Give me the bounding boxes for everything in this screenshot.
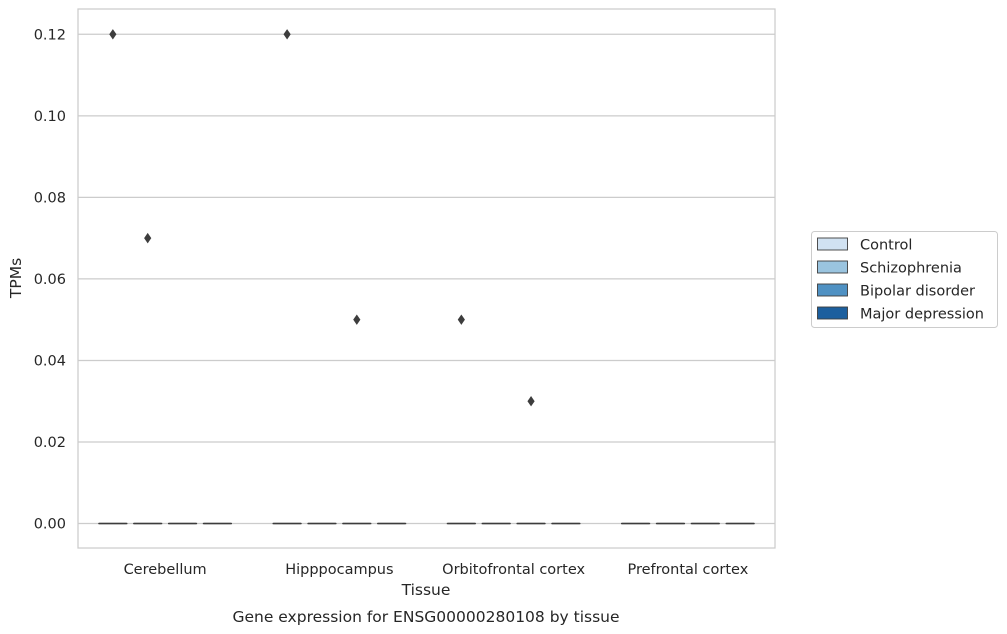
outlier-point	[527, 396, 535, 407]
y-axis-label: TPMs	[7, 258, 25, 299]
grid-layer	[78, 33, 775, 525]
legend-swatch	[817, 237, 848, 251]
y-tick-label: 0.00	[34, 517, 66, 533]
y-tick-label: 0.04	[34, 353, 66, 369]
legend-swatch	[817, 260, 848, 274]
x-tick-label: Prefrontal cortex	[627, 562, 748, 578]
legend-frame	[811, 231, 998, 328]
legend: Control Schizophrenia Bipolar disorder Majo…	[811, 231, 998, 328]
x-axis-label: Tissue	[401, 581, 451, 599]
outlier-point	[283, 29, 291, 40]
outlier-layer	[109, 29, 535, 407]
legend-label: Schizophrenia	[860, 261, 962, 277]
legend-swatch	[817, 306, 848, 320]
chart-caption: Gene expression for ENSG00000280108 by t…	[232, 608, 619, 626]
x-tick-labels: Cerebellum Hipppocampus Orbitofrontal cort…	[124, 562, 749, 578]
legend-swatch	[817, 283, 848, 297]
y-tick-label: 0.02	[34, 435, 66, 451]
x-tick-label: Orbitofrontal cortex	[442, 562, 585, 578]
y-tick-label: 0.06	[34, 272, 66, 288]
legend-label: Bipolar disorder	[860, 284, 975, 300]
outlier-point	[109, 29, 117, 40]
y-tick-label: 0.10	[34, 109, 66, 125]
y-tick-labels: 0.00 0.02 0.04 0.06 0.08 0.10 0.12	[34, 27, 66, 532]
outlier-point	[457, 314, 465, 325]
outlier-point	[144, 232, 152, 244]
legend-label: Control	[860, 238, 912, 254]
plot-frame	[77, 8, 776, 549]
x-tick-label: Cerebellum	[124, 562, 207, 578]
legend-label: Major depression	[860, 307, 984, 323]
x-tick-label: Hipppocampus	[285, 562, 393, 578]
y-tick-label: 0.08	[34, 190, 66, 206]
outlier-point	[353, 314, 361, 325]
legend-items: Control Schizophrenia Bipolar disorder Majo…	[817, 237, 984, 323]
y-tick-label: 0.12	[34, 27, 66, 43]
